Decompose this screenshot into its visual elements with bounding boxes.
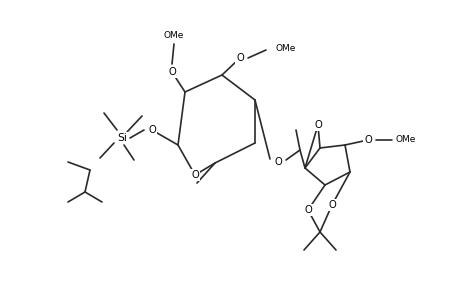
Text: O: O — [364, 135, 371, 145]
Text: OMe: OMe — [275, 44, 296, 52]
Text: O: O — [168, 67, 175, 77]
Text: O: O — [313, 120, 321, 130]
Text: O: O — [274, 157, 281, 167]
Text: Si: Si — [117, 133, 127, 143]
Text: O: O — [190, 170, 198, 180]
Text: O: O — [148, 125, 156, 135]
Text: O: O — [235, 53, 243, 63]
Text: OMe: OMe — [163, 31, 184, 40]
Text: OMe: OMe — [395, 136, 415, 145]
Text: O: O — [327, 200, 335, 210]
Text: O: O — [303, 205, 311, 215]
